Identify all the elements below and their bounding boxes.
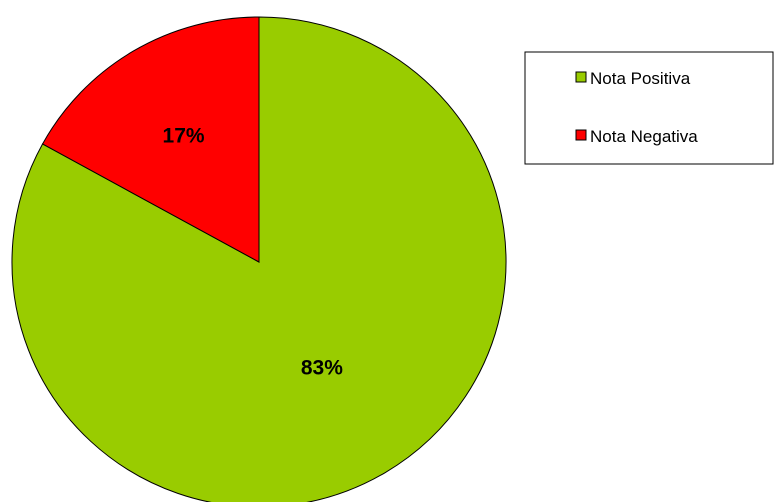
legend-box [524, 51, 774, 165]
slice-label-nota-positiva: 83% [301, 356, 343, 379]
slice-label-nota-negativa: 17% [163, 124, 205, 147]
pie-slice-nota-negativa [41, 16, 260, 263]
pie-slices [11, 16, 507, 502]
legend-swatch-nota-positiva [575, 71, 587, 83]
legend-label-nota-negativa: Nota Negativa [590, 127, 698, 146]
legend-label-nota-positiva: Nota Positiva [590, 69, 691, 88]
legend: Nota Positiva Nota Negativa [524, 51, 774, 165]
pie-labels: 83% 17% [163, 124, 344, 379]
legend-swatch-nota-negativa [575, 129, 587, 141]
